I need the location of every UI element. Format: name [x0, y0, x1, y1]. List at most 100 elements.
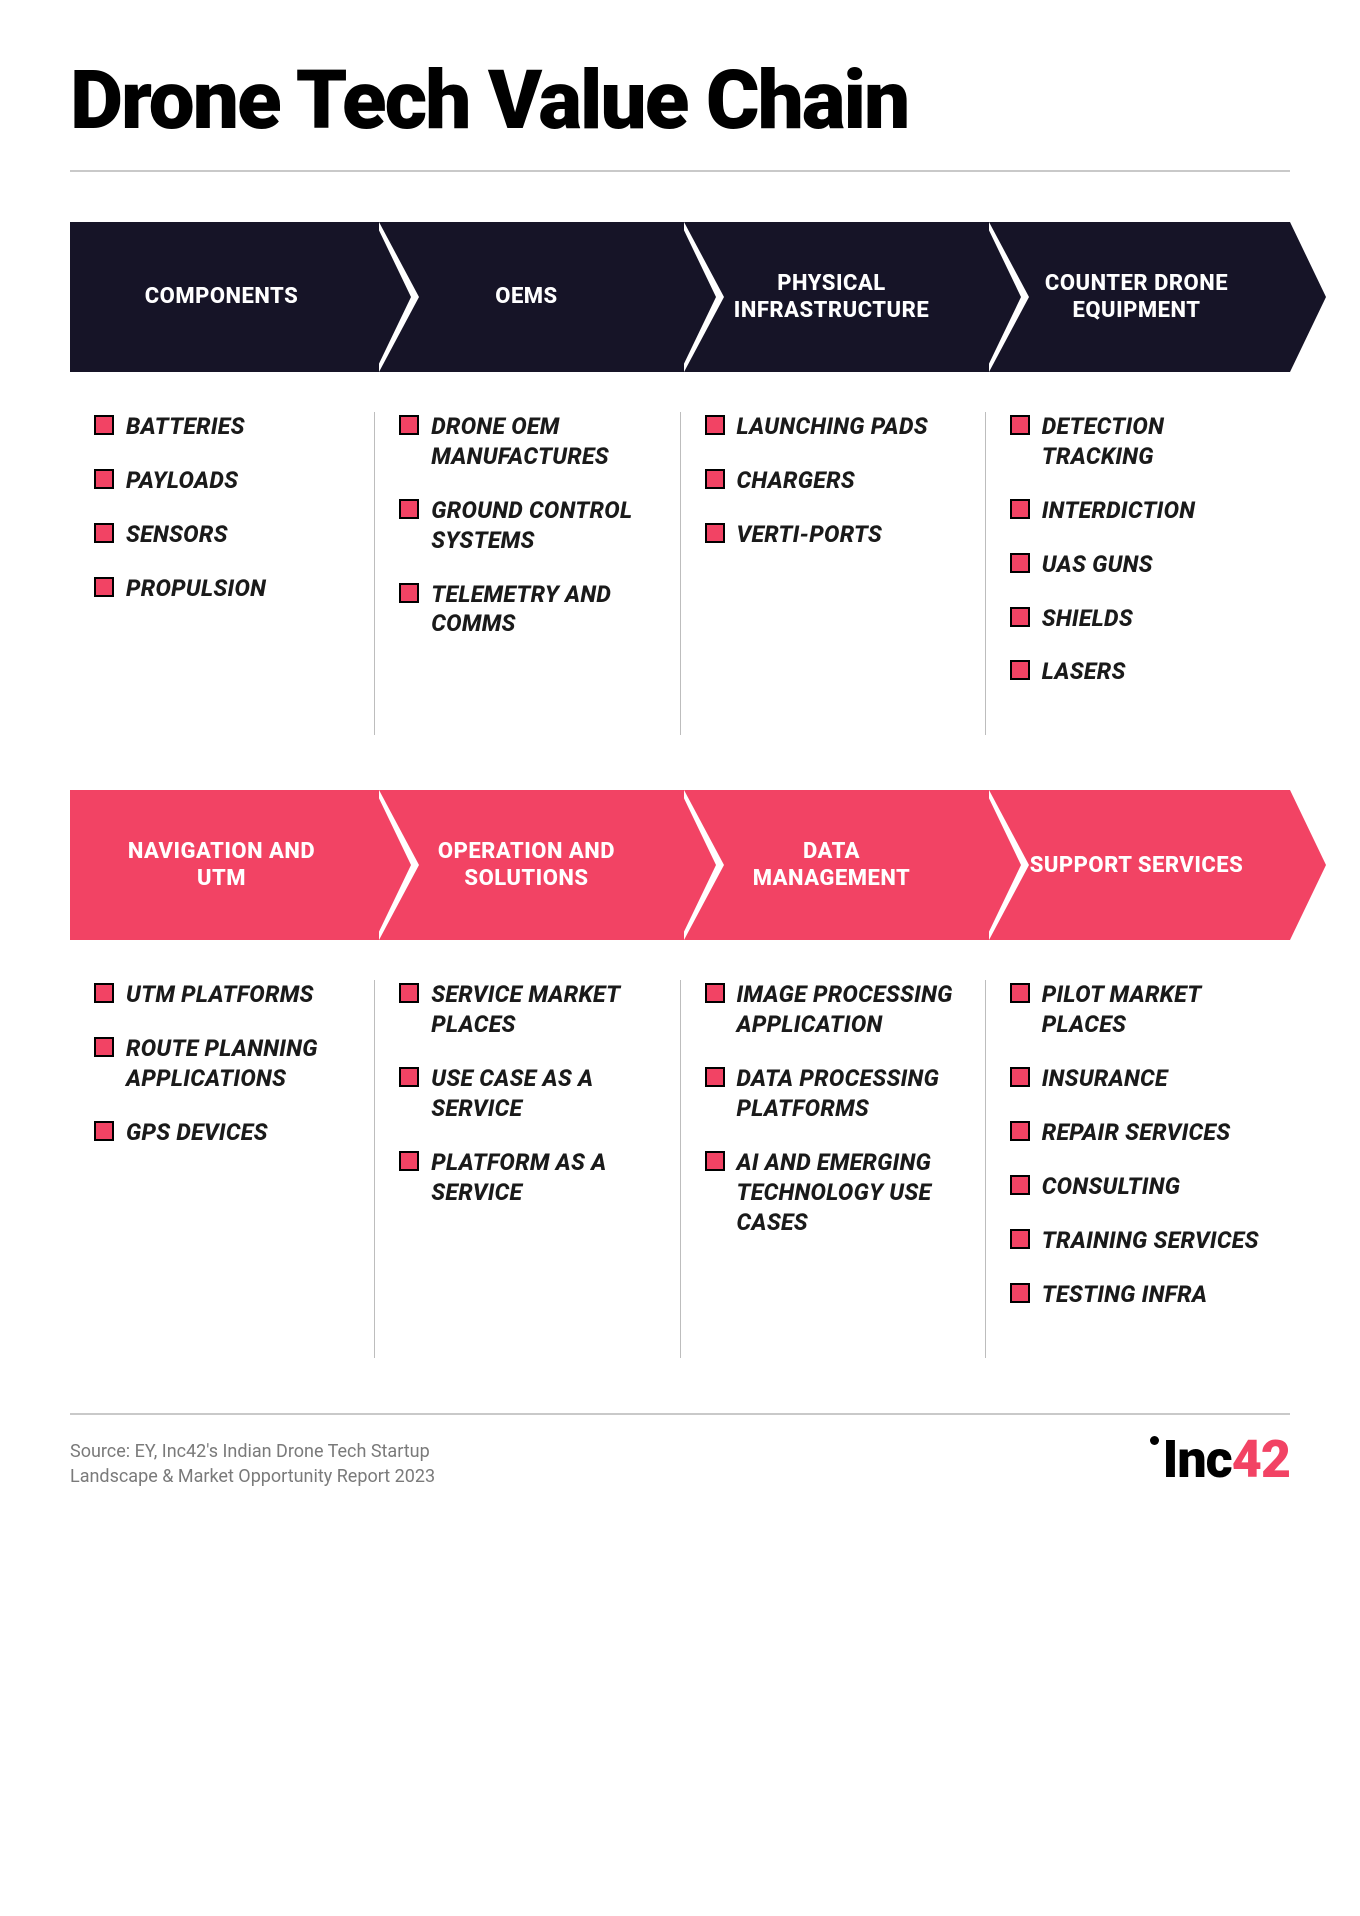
item-label: PLATFORM AS A SERVICE — [431, 1148, 655, 1208]
item-label: IMAGE PROCESSING APPLICATION — [737, 980, 961, 1040]
bullet-icon — [399, 1067, 419, 1087]
list-item: UAS GUNS — [1010, 550, 1266, 580]
col-support-services: PILOT MARKET PLACES INSURANCE REPAIR SER… — [986, 980, 1290, 1357]
bullet-icon — [399, 499, 419, 519]
chevron-label: NAVIGATION AND UTM — [112, 838, 331, 893]
title-divider — [70, 170, 1290, 172]
list-item: AI AND EMERGING TECHNOLOGY USE CASES — [705, 1148, 961, 1238]
list-item: PROPULSION — [94, 574, 350, 604]
list-item: SHIELDS — [1010, 604, 1266, 634]
item-label: PILOT MARKET PLACES — [1042, 980, 1266, 1040]
item-label: TESTING INFRA — [1042, 1280, 1207, 1310]
list-item: PLATFORM AS A SERVICE — [399, 1148, 655, 1208]
list-item: TESTING INFRA — [1010, 1280, 1266, 1310]
item-label: GPS DEVICES — [126, 1118, 268, 1148]
bullet-icon — [399, 1151, 419, 1171]
bullet-icon — [399, 983, 419, 1003]
col-components: BATTERIES PAYLOADS SENSORS PROPULSION — [70, 412, 375, 735]
bullet-icon — [1010, 1283, 1030, 1303]
col-oems: DRONE OEM MANUFACTURES GROUND CONTROL SY… — [375, 412, 680, 735]
bullet-icon — [94, 415, 114, 435]
bullet-icon — [1010, 553, 1030, 573]
bullet-icon — [705, 469, 725, 489]
col-physical-infrastructure: LAUNCHING PADS CHARGERS VERTI-PORTS — [681, 412, 986, 735]
bullet-icon — [1010, 499, 1030, 519]
brand-accent: 42 — [1232, 1429, 1290, 1490]
item-label: VERTI-PORTS — [737, 520, 883, 550]
list-item: PILOT MARKET PLACES — [1010, 980, 1266, 1040]
chevron-label: COMPONENTS — [145, 283, 299, 311]
item-label: INTERDICTION — [1042, 496, 1196, 526]
list-item: CHARGERS — [705, 466, 961, 496]
list-item: TRAINING SERVICES — [1010, 1226, 1266, 1256]
chevron-row-1: COMPONENTS OEMS PHYSICAL INFRASTRUCTURE … — [70, 222, 1290, 372]
bullet-icon — [705, 1067, 725, 1087]
chevron-navigation-utm: NAVIGATION AND UTM — [70, 790, 375, 940]
item-label: INSURANCE — [1042, 1064, 1168, 1094]
bullet-icon — [705, 415, 725, 435]
bullet-icon — [1010, 607, 1030, 627]
col-data-management: IMAGE PROCESSING APPLICATION DATA PROCES… — [681, 980, 986, 1357]
source-attribution: Source: EY, Inc42's Indian Drone Tech St… — [70, 1439, 435, 1489]
chevron-label: PHYSICAL INFRASTRUCTURE — [722, 270, 941, 325]
source-line-1: Source: EY, Inc42's Indian Drone Tech St… — [70, 1439, 435, 1464]
list-item: PAYLOADS — [94, 466, 350, 496]
bullet-icon — [1010, 415, 1030, 435]
bullet-icon — [94, 1121, 114, 1141]
list-item: LASERS — [1010, 657, 1266, 687]
list-item: SERVICE MARKET PLACES — [399, 980, 655, 1040]
item-label: SHIELDS — [1042, 604, 1133, 634]
list-item: UTM PLATFORMS — [94, 980, 350, 1010]
item-label: UAS GUNS — [1042, 550, 1153, 580]
chevron-data-management: DATA MANAGEMENT — [680, 790, 985, 940]
chevron-label: SUPPORT SERVICES — [1030, 852, 1244, 880]
bullet-icon — [1010, 983, 1030, 1003]
bullet-icon — [1010, 1121, 1030, 1141]
bullet-icon — [1010, 660, 1030, 680]
chevron-components: COMPONENTS — [70, 222, 375, 372]
bullet-icon — [94, 523, 114, 543]
chevron-oems: OEMS — [375, 222, 680, 372]
bullet-icon — [1010, 1067, 1030, 1087]
brand-logo: Inc42 — [1150, 1429, 1290, 1490]
bullet-icon — [705, 1151, 725, 1171]
item-label: CHARGERS — [737, 466, 855, 496]
col-operation-solutions: SERVICE MARKET PLACES USE CASE AS A SERV… — [375, 980, 680, 1357]
list-item: ROUTE PLANNING APPLICATIONS — [94, 1034, 350, 1094]
item-label: LAUNCHING PADS — [737, 412, 928, 442]
brand-dot-icon — [1150, 1436, 1159, 1445]
item-label: TELEMETRY AND COMMS — [431, 580, 655, 640]
footer-divider — [70, 1413, 1290, 1415]
list-item: INSURANCE — [1010, 1064, 1266, 1094]
list-item: SENSORS — [94, 520, 350, 550]
item-label: REPAIR SERVICES — [1042, 1118, 1231, 1148]
item-label: PROPULSION — [126, 574, 266, 604]
source-line-2: Landscape & Market Opportunity Report 20… — [70, 1464, 435, 1489]
list-item: TELEMETRY AND COMMS — [399, 580, 655, 640]
list-item: INTERDICTION — [1010, 496, 1266, 526]
chevron-support-services: SUPPORT SERVICES — [985, 790, 1290, 940]
list-item: GPS DEVICES — [94, 1118, 350, 1148]
item-label: CONSULTING — [1042, 1172, 1181, 1202]
list-item: CONSULTING — [1010, 1172, 1266, 1202]
list-item: REPAIR SERVICES — [1010, 1118, 1266, 1148]
columns-row-1: BATTERIES PAYLOADS SENSORS PROPULSION DR… — [70, 412, 1290, 735]
item-label: ROUTE PLANNING APPLICATIONS — [126, 1034, 350, 1094]
item-label: SERVICE MARKET PLACES — [431, 980, 655, 1040]
list-item: DETECTION TRACKING — [1010, 412, 1266, 472]
footer: Source: EY, Inc42's Indian Drone Tech St… — [70, 1429, 1290, 1490]
bullet-icon — [94, 983, 114, 1003]
chevron-physical-infrastructure: PHYSICAL INFRASTRUCTURE — [680, 222, 985, 372]
chevron-label: DATA MANAGEMENT — [722, 838, 941, 893]
bullet-icon — [94, 469, 114, 489]
item-label: BATTERIES — [126, 412, 245, 442]
list-item: IMAGE PROCESSING APPLICATION — [705, 980, 961, 1040]
bullet-icon — [1010, 1229, 1030, 1249]
item-label: USE CASE AS A SERVICE — [431, 1064, 655, 1124]
list-item: DATA PROCESSING PLATFORMS — [705, 1064, 961, 1124]
bullet-icon — [399, 583, 419, 603]
chevron-row-2: NAVIGATION AND UTM OPERATION AND SOLUTIO… — [70, 790, 1290, 940]
col-navigation-utm: UTM PLATFORMS ROUTE PLANNING APPLICATION… — [70, 980, 375, 1357]
brand-prefix: Inc — [1163, 1429, 1232, 1490]
bullet-icon — [94, 1037, 114, 1057]
